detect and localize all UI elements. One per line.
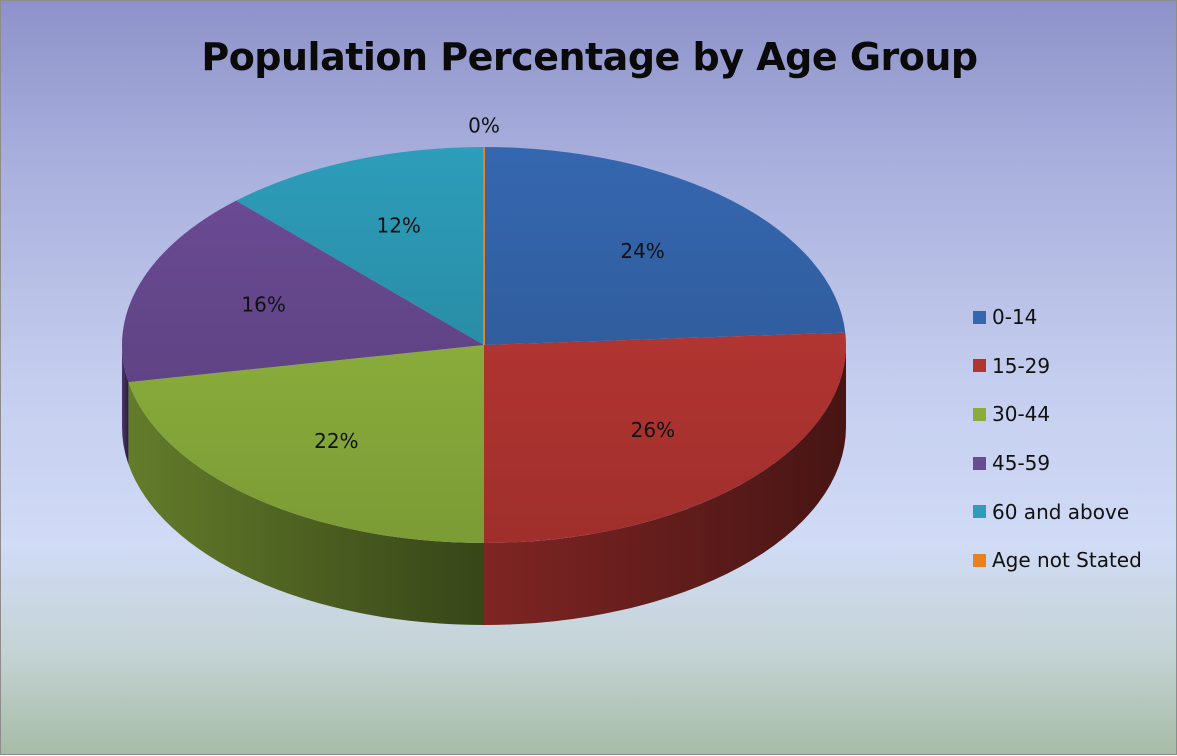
legend-item-45-59: 45-59 (973, 439, 1142, 488)
legend-swatch (973, 553, 986, 567)
legend-item-30-44: 30-44 (973, 390, 1142, 439)
legend-item-15-29: 15-29 (973, 342, 1142, 391)
pie-slice-45-59 (122, 200, 485, 383)
legend-swatch (973, 456, 986, 470)
legend-label: 30-44 (992, 402, 1051, 427)
legend-swatch (973, 359, 986, 373)
legend-label: 45-59 (992, 451, 1051, 476)
pie-slice-0-14 (484, 147, 846, 345)
data-label-15-29: 26% (631, 418, 675, 442)
data-label-age-not-stated: 0% (468, 114, 500, 138)
data-label-0-14: 24% (620, 239, 664, 263)
pie-side-15-29 (484, 345, 846, 625)
legend-label: Age not Stated (992, 548, 1142, 573)
chart-title: Population Percentage by Age Group (201, 35, 978, 79)
legend-label: 15-29 (992, 353, 1051, 378)
legend-swatch (973, 310, 986, 324)
legend-swatch (973, 505, 986, 519)
legend-item-60-and-above: 60 and above (973, 487, 1142, 536)
pie-side-30-44 (128, 382, 484, 625)
legend-item-age-not-stated: Age not Stated (973, 536, 1142, 585)
legend-item-0-14: 0-14 (973, 293, 1142, 342)
legend-label: 0-14 (992, 305, 1038, 330)
chart-legend: 0-14 15-29 30-44 45-59 60 and above Age not S… (973, 293, 1142, 585)
data-label-30-44: 22% (314, 429, 358, 453)
pie-side-45-59 (122, 345, 129, 465)
pie-slice-15-29 (484, 332, 846, 543)
data-label-45-59: 16% (241, 292, 285, 316)
pie-slice-30-44 (128, 345, 484, 543)
legend-label: 60 and above (992, 499, 1130, 524)
legend-swatch (973, 407, 986, 421)
data-label-60-and-above: 12% (376, 214, 420, 238)
pie-slice-60-and-above (236, 147, 484, 345)
